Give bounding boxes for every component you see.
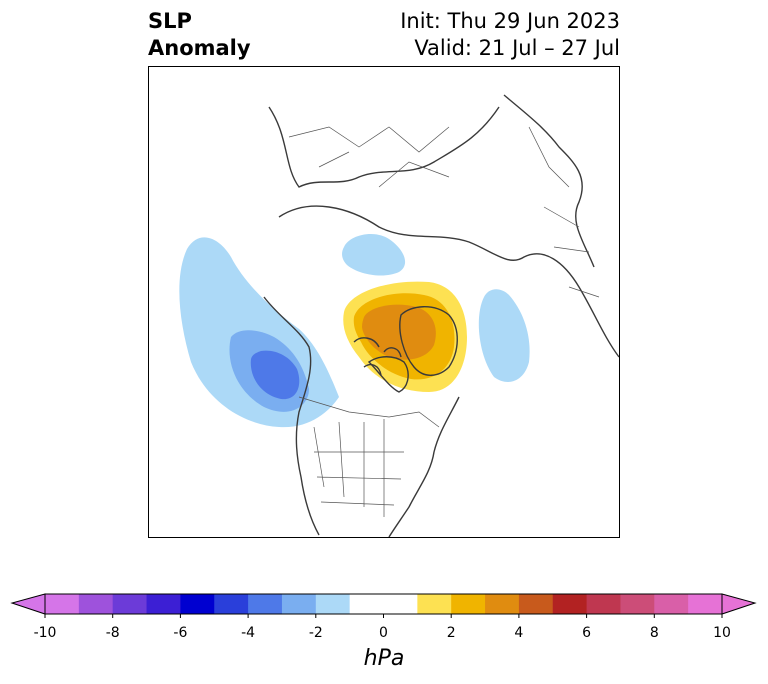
greenland-outline [399,306,458,376]
norwegian-sea-low [478,289,530,382]
colorbar-tick-label: 4 [514,625,524,641]
valid-range: Valid: 21 Jul – 27 Jul [414,36,620,60]
colorbar-segment [586,594,621,614]
colorbar-segments [45,594,723,614]
colorbar-tick-label: 10 [713,625,731,641]
title-variable-line2: Anomaly [148,36,251,60]
colorbar-tick-label: -4 [241,625,256,641]
europe-borders [528,126,600,298]
colorbar-segment [417,594,452,614]
greenland-high-core [362,304,436,360]
europe-coast [503,94,595,268]
siberia-coast [268,106,500,188]
colorbar-tick-label: -2 [308,625,323,641]
colorbar-unit-label: hPa [363,646,405,671]
colorbar-segment [45,594,80,614]
coastlines [263,94,619,537]
asia-borders [288,126,450,188]
colorbar-segment [688,594,723,614]
colorbar-tick-label: -6 [173,625,188,641]
pacific-low-core [250,350,300,400]
north-america-west-coast [263,296,320,536]
slp-anomaly-map [179,94,619,537]
title-variable-line1: SLP [148,9,192,33]
plot-dates: Init: Thu 29 Jun 2023 Valid: 21 Jul – 27… [400,8,620,62]
arctic-low [342,233,406,276]
map-panel [148,66,620,538]
colorbar-segment [315,594,351,614]
colorbar-tick-label: 6 [582,625,592,641]
colorbar-segment [620,594,655,614]
arctic-islands [353,337,402,376]
plot-title: SLP Anomaly [148,8,251,62]
us-state-lines [313,419,404,517]
north-pacific-low [179,237,339,428]
colorbar-segment [654,594,689,614]
colorbar-segment [146,594,181,614]
colorbar [10,593,757,618]
colorbar-tick-label: 2 [446,625,456,641]
colorbar-tick-label: -10 [33,625,57,641]
colorbar-segment [281,594,317,614]
colorbar-segment [349,594,384,614]
init-date: Init: Thu 29 Jun 2023 [400,9,620,33]
colorbar-segment [485,594,520,614]
colorbar-segment [180,594,215,614]
colorbar-extend-low [10,593,46,615]
us-canada-border [298,396,440,428]
country-borders [288,126,600,517]
colorbar-segment [552,594,588,614]
colorbar-tick-label: -8 [105,625,120,641]
hudson-bay [367,356,409,393]
colorbar-segment [214,594,249,614]
colorbar-tick-label: 0 [379,625,388,641]
greenland-high [343,281,467,392]
colorbar-ticks [44,614,723,618]
colorbar-segment [451,594,486,614]
eurasia-coast [278,205,619,358]
north-america-east-coast [388,396,460,537]
colorbar-segment [518,594,554,614]
colorbar-segment [248,594,283,614]
colorbar-tick-label: 8 [649,625,659,641]
colorbar-segment [78,594,114,614]
colorbar-segment [383,594,418,614]
colorbar-extend-high [721,593,757,615]
colorbar-segment [112,594,148,614]
